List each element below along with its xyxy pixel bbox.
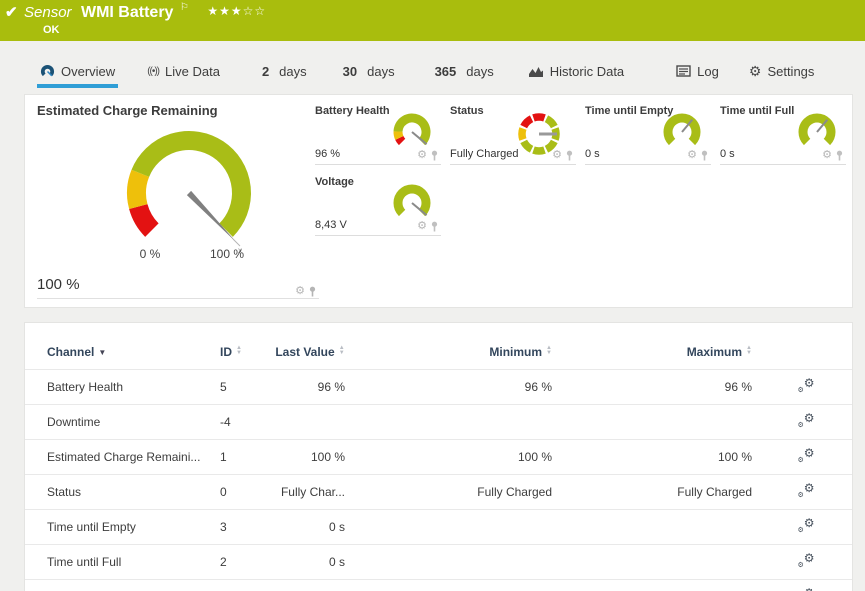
sort-icon: ▲ ▼ (546, 345, 552, 356)
sensor-header: ✔ Sensor WMI Battery ⚐ ★★★☆☆ OK (0, 0, 865, 41)
tab-2-days[interactable]: 2 days (261, 63, 307, 79)
table-row[interactable]: Time until Empty 3 0 s ⚙ ⚙ (25, 509, 852, 545)
col-header-channel[interactable]: Channel ▼ (47, 345, 107, 359)
tab-overview-label: Overview (61, 63, 116, 79)
tab-30-days[interactable]: 30 days (342, 63, 395, 79)
col-header-last-value[interactable]: Last Value ▲ ▼ (275, 345, 345, 359)
tab-log-label: Log (697, 63, 719, 79)
sensor-type-label: Sensor (24, 4, 72, 21)
sensor-name: WMI Battery (80, 4, 174, 21)
channel-settings-icon[interactable]: ⚙⚙ (797, 551, 815, 569)
channels-panel: Channel ▼ ID ▲ ▼ Last Value ▲ ▼ Minimum ▲ ▼ Max… (24, 322, 853, 591)
log-icon (676, 65, 691, 77)
table-row[interactable]: Battery Health 5 96 % 96 % 96 % ⚙ ⚙ (25, 369, 852, 405)
pin-icon[interactable] (835, 150, 844, 161)
gauge-settings-gear-icon[interactable]: ⚙ (417, 220, 427, 232)
tab-log[interactable]: Log (676, 64, 719, 79)
channels-table: Channel ▼ ID ▲ ▼ Last Value ▲ ▼ Minimum ▲ ▼ Max… (25, 337, 852, 591)
gauges-panel: Estimated Charge Remaining x 0 % 100 % 1… (24, 94, 853, 308)
table-row[interactable]: Voltage4 8,43 V8,43 V 8,44 V ⚙⚙ (25, 579, 852, 591)
priority-stars[interactable]: ★★★☆☆ (207, 4, 267, 18)
col-header-maximum[interactable]: Maximum ▲ ▼ (686, 345, 752, 359)
sort-desc-icon: ▼ (98, 348, 107, 357)
channel-settings-icon[interactable]: ⚙⚙ (797, 446, 815, 464)
gauge-settings-gear-icon[interactable]: ⚙ (687, 149, 697, 161)
tab-settings-label: Settings (767, 63, 815, 79)
pin-icon[interactable] (308, 286, 317, 297)
gauge-scale-min: 0 % (140, 247, 161, 261)
pin-icon[interactable] (430, 150, 439, 161)
sensor-status-text: OK (43, 24, 60, 36)
gauge-settings-gear-icon[interactable]: ⚙ (822, 149, 832, 161)
gauge-icon (40, 64, 55, 79)
sort-icon: ▲ ▼ (236, 345, 242, 356)
pin-icon[interactable] (700, 150, 709, 161)
gauge-settings-gear-icon[interactable]: ⚙ (552, 149, 562, 161)
gauge-value: 100 % (37, 276, 80, 293)
channel-settings-icon[interactable]: ⚙⚙ (798, 586, 815, 591)
tab-365-days[interactable]: 365 days (434, 63, 494, 79)
tab-settings[interactable]: ⚙ Settings (749, 63, 815, 80)
voltage-dial (393, 184, 431, 217)
table-row[interactable]: Downtime -4 ⚙ ⚙ (25, 404, 852, 440)
table-row[interactable]: Estimated Charge Remaini... 1 100 % 100 % … (25, 439, 852, 475)
gauge-time-until-empty: Time until Empty 0 s ⚙ (585, 103, 711, 165)
channel-settings-icon[interactable]: ⚙⚙ (797, 376, 815, 394)
pin-icon[interactable] (430, 221, 439, 232)
battery-health-dial (393, 113, 431, 146)
gauge-settings-gear-icon[interactable]: ⚙ (295, 285, 305, 297)
table-row[interactable]: Time until Full 2 0 s ⚙ ⚙ (25, 544, 852, 580)
tab-overview[interactable]: Overview (36, 63, 119, 88)
status-dial (518, 113, 560, 155)
gauge-status: Status Fully Charged ⚙ (450, 103, 576, 165)
tab-historic-data[interactable]: Historic Data (528, 64, 624, 79)
col-header-minimum[interactable]: Minimum ▲ ▼ (489, 345, 552, 359)
gauge-settings-gear-icon[interactable]: ⚙ (417, 149, 427, 161)
table-row[interactable]: Status 0 Fully Char... Fully Charged Fully… (25, 474, 852, 510)
settings-gear-icon: ⚙ (748, 62, 762, 79)
pin-icon[interactable] (565, 150, 574, 161)
status-ok-check-icon: ✔ (5, 4, 18, 21)
historic-chart-icon (528, 65, 544, 78)
gauge-time-until-full: Time until Full 0 s ⚙ (720, 103, 846, 165)
flag-icon[interactable]: ⚐ (179, 2, 189, 13)
time-until-empty-dial (663, 113, 701, 146)
gauge-voltage: Voltage 8,43 V ⚙ (315, 174, 441, 236)
channel-settings-icon[interactable]: ⚙⚙ (797, 481, 815, 499)
table-header-row: Channel ▼ ID ▲ ▼ Last Value ▲ ▼ Minimum ▲ ▼ Max… (25, 337, 852, 370)
main-gauge-dial: x 0 % 100 % (127, 131, 251, 261)
live-data-icon: ((•)) (147, 65, 160, 77)
channel-settings-icon[interactable]: ⚙⚙ (797, 516, 815, 534)
tab-bar: Overview ((•)) Live Data 2 days 30 days 36… (36, 58, 815, 88)
gauge-max-marker: x (238, 246, 242, 255)
tab-live-data-label: Live Data (165, 63, 220, 79)
mini-gauge-grid: Battery Health 96 % ⚙ Status (315, 103, 846, 236)
gauge-estimated-charge-remaining: Estimated Charge Remaining x 0 % 100 % 1… (37, 103, 319, 299)
time-until-full-dial (798, 113, 836, 146)
gauge-scale-max: 100 % (210, 247, 244, 261)
tab-live-data[interactable]: ((•)) Live Data (147, 64, 220, 79)
gauge-battery-health: Battery Health 96 % ⚙ (315, 103, 441, 165)
gauge-title: Estimated Charge Remaining (37, 103, 218, 118)
sort-icon: ▲ ▼ (338, 345, 345, 356)
tab-historic-label: Historic Data (549, 63, 625, 79)
col-header-id[interactable]: ID ▲ ▼ (220, 345, 242, 359)
channel-settings-icon[interactable]: ⚙⚙ (797, 411, 815, 429)
sort-icon: ▲ ▼ (746, 345, 752, 356)
